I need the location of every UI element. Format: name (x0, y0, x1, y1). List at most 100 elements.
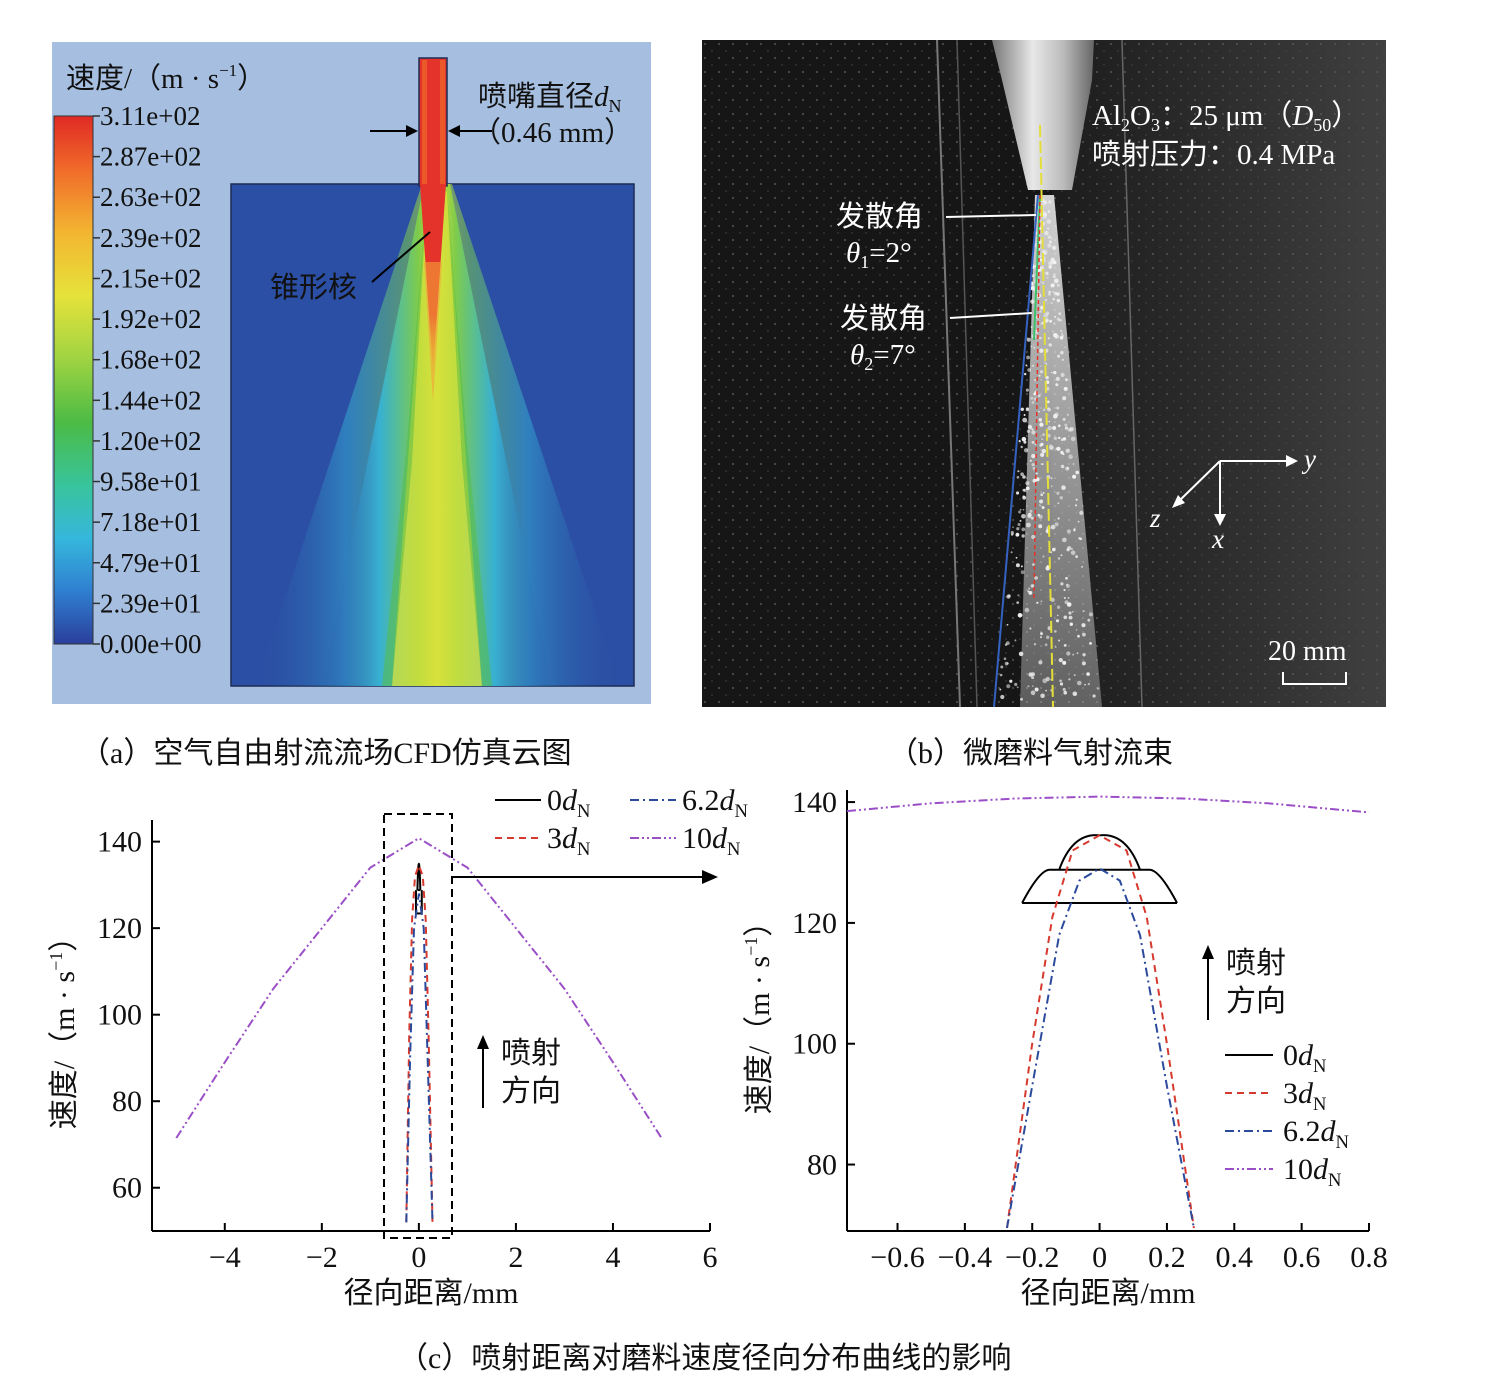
spray-particle (1018, 440, 1021, 443)
scale-bar-label: 20 mm (1268, 636, 1347, 667)
spray-particle (1025, 388, 1029, 392)
legend-entry-label: 10dN (1283, 1153, 1341, 1191)
scale-bar (1282, 672, 1347, 685)
spray-particle (1031, 463, 1035, 467)
x-tick-label: 0.4 (1216, 1241, 1254, 1274)
spray-particle (1064, 346, 1066, 349)
spray-particle (1055, 376, 1060, 381)
spray-particle (1056, 406, 1060, 410)
spray-particle (1020, 570, 1025, 575)
spray-particle (1006, 684, 1011, 689)
spray-particle (1070, 547, 1073, 550)
spray-particle (1050, 524, 1056, 530)
spray-particle (1075, 498, 1078, 501)
spray-particle (1042, 408, 1046, 412)
spray-particle (1086, 672, 1090, 676)
coord-x-label: x (1211, 524, 1224, 554)
spray-particle (1031, 401, 1035, 404)
spray-particle (1043, 215, 1047, 219)
spray-particle (1089, 642, 1092, 645)
spray-particle (1069, 622, 1073, 626)
spray-particle (1014, 639, 1017, 642)
spray-particle (1082, 653, 1086, 657)
nozzle-arrow-left-head (406, 125, 418, 137)
spray-particle (1054, 522, 1059, 527)
spray-particle (1065, 583, 1069, 586)
spray-particle (1043, 250, 1048, 255)
spray-particle (1055, 383, 1059, 387)
conical-core-orange (424, 262, 442, 402)
spray-particle (1022, 495, 1025, 498)
spray-particle (1022, 475, 1026, 479)
coord-z-arrowhead (1172, 495, 1185, 508)
x-tick-label: 0.6 (1283, 1241, 1321, 1274)
spray-particle (1003, 657, 1007, 660)
spray-particle (1059, 319, 1062, 322)
spray-particle (1068, 611, 1072, 615)
legend-title: 速度/（m · s−1） (66, 61, 266, 95)
spray-particle (999, 673, 1003, 677)
spray-particle (1030, 345, 1033, 348)
colorbar-tick-label: 2.87e+02 (100, 142, 201, 172)
colorbar-ticks: 3.11e+02 2.87e+02 2.63e+02 2.39e+02 2.15e+02… (93, 101, 201, 659)
spray-particle (1033, 378, 1037, 382)
spray-particle (1081, 566, 1083, 568)
spray-particle (1046, 276, 1049, 279)
spray-particle (1025, 486, 1030, 491)
spray-particle (1012, 526, 1014, 528)
spray-particle (1017, 613, 1023, 618)
x-tick-label: 0 (411, 1241, 426, 1274)
spray-particle (1031, 428, 1034, 431)
spray-particle (1087, 682, 1090, 686)
spray-particle (1047, 425, 1052, 431)
spray-particle (1060, 582, 1064, 586)
colorbar-tick-label: 1.44e+02 (100, 385, 201, 415)
spray-particle (1081, 623, 1086, 628)
spray-particle (1051, 245, 1057, 250)
spray-particle (1057, 502, 1060, 505)
spray-particle (1010, 531, 1014, 535)
spray-particle (1070, 436, 1076, 442)
spray-particle (1050, 371, 1053, 374)
spray-particle (1026, 355, 1030, 360)
spray-particle (1056, 317, 1060, 321)
jet-inner-plume (392, 192, 482, 686)
spray-particle (1057, 517, 1060, 520)
spray-particle (1034, 687, 1039, 692)
velocity-chart-left: −4 −2 0 2 4 6 60 80 100 120 140 径向距离/mm 速度/（m · s−1）… (46, 784, 748, 1310)
spray-particle (1019, 508, 1022, 511)
y-tick-label: 100 (792, 1028, 837, 1061)
x-tick-label: 6 (703, 1241, 718, 1274)
spray-particle (1043, 200, 1047, 205)
spray-particle (1097, 687, 1100, 690)
spray-particle (1065, 576, 1068, 580)
spray-particle (1030, 516, 1034, 520)
spray-particle (1072, 610, 1074, 613)
x-tick-label: −2 (306, 1241, 338, 1274)
spray-particle (1014, 682, 1018, 687)
legend-entry-label: 3dN (1283, 1077, 1326, 1115)
spray-particle (1043, 313, 1049, 318)
spray-particle (1072, 474, 1077, 479)
spray-particle (1045, 363, 1048, 365)
spray-particle (1052, 330, 1054, 333)
series-line-0 (1021, 834, 1178, 904)
colorbar-tick-label: 4.79e+01 (100, 548, 201, 578)
spray-particle (1067, 428, 1072, 432)
spray-particle (1029, 509, 1033, 513)
spray-particle (1035, 472, 1038, 475)
spray-particle (1055, 619, 1060, 623)
spray-particle (1030, 396, 1034, 400)
spray-particle (1031, 430, 1036, 435)
spray-particle (1044, 230, 1049, 236)
spray-particle (1073, 527, 1076, 530)
caption-b: （b）微磨料气射流束 (888, 737, 1173, 770)
y-tick-label: 100 (97, 999, 142, 1032)
spray-particle (1048, 343, 1052, 347)
spray-particle (1040, 305, 1044, 310)
spray-particle (1067, 597, 1070, 599)
spray-particle (1058, 639, 1061, 642)
spray-particle (1022, 508, 1025, 511)
angle2-leader (949, 312, 1033, 319)
spray-particle (1050, 301, 1053, 305)
